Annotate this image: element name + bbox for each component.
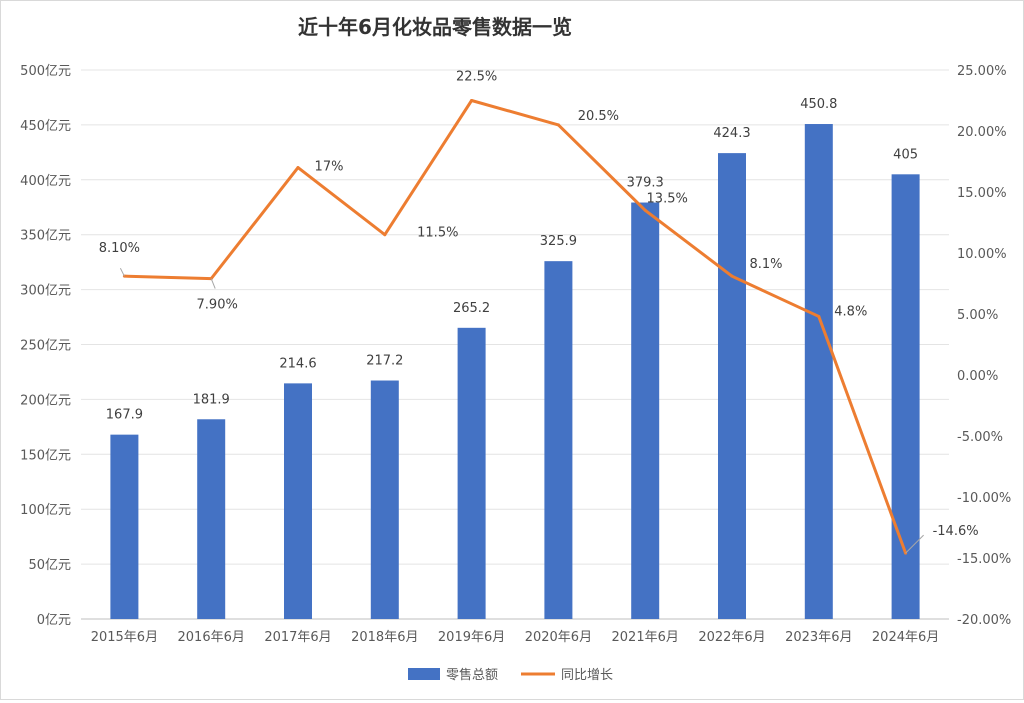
left-axis-tick: 100亿元 [20, 503, 71, 518]
right-axis-tick: -15.00% [957, 552, 1011, 567]
right-axis-tick: -20.00% [957, 613, 1011, 628]
line-label: 4.8% [834, 304, 867, 319]
bar-2020年6月 [544, 261, 573, 619]
left-axis-tick: 450亿元 [20, 119, 71, 134]
line-label: 8.1% [749, 257, 782, 272]
bar-2016年6月 [197, 419, 226, 619]
x-axis-tick: 2018年6月 [351, 630, 418, 645]
right-axis-tick: 10.00% [957, 247, 1007, 262]
bar-label: 325.9 [540, 234, 577, 249]
bar-2015年6月 [110, 434, 139, 619]
line-point [730, 274, 734, 278]
line-point [383, 233, 387, 237]
bar-label: 450.8 [800, 97, 837, 112]
x-axis-tick: 2020年6月 [525, 630, 592, 645]
x-axis-tick: 2022年6月 [698, 630, 765, 645]
bar-2019年6月 [457, 327, 486, 619]
leader-line [210, 278, 216, 289]
bar-label: 167.9 [106, 408, 143, 423]
right-axis-tick: 20.00% [957, 125, 1007, 140]
left-axis-tick: 200亿元 [20, 393, 71, 408]
line-label: -14.6% [933, 524, 979, 539]
line-point [556, 123, 560, 127]
bar-label: 181.9 [193, 392, 230, 407]
bar-label: 214.6 [279, 356, 316, 371]
line-point [470, 99, 474, 102]
bar-2023年6月 [804, 124, 833, 619]
x-axis-tick: 2024年6月 [872, 630, 939, 645]
bar-label: 424.3 [713, 126, 750, 141]
line-label: 22.5% [456, 70, 497, 85]
x-axis-tick: 2016年6月 [178, 630, 245, 645]
growth-line [124, 99, 908, 554]
left-axis-tick: 250亿元 [20, 339, 71, 354]
line-label: 20.5% [578, 109, 619, 124]
left-axis-tick: 150亿元 [20, 448, 71, 463]
x-axis-tick: 2017年6月 [264, 630, 331, 645]
x-axis-tick: 2019年6月 [438, 630, 505, 645]
bar-2024年6月 [891, 174, 920, 619]
right-axis-tick: 25.00% [957, 64, 1007, 79]
bar-2022年6月 [718, 153, 746, 620]
line-point [817, 314, 821, 318]
x-axis-tick: 2021年6月 [612, 630, 679, 645]
left-axis-tick: 300亿元 [20, 284, 71, 299]
right-axis-tick: 5.00% [957, 308, 998, 323]
leader-line [119, 267, 125, 277]
bar-label: 405 [893, 147, 918, 162]
line-point [296, 166, 300, 170]
left-axis-tick: 0亿元 [37, 613, 71, 628]
legend-label: 零售总额 [446, 667, 498, 683]
leader-line [905, 534, 924, 554]
bar-label: 379.3 [627, 176, 664, 191]
right-axis-tick: -10.00% [957, 491, 1011, 506]
line-label: 8.10% [99, 241, 140, 256]
left-axis-tick: 400亿元 [20, 174, 71, 189]
bar-label: 265.2 [453, 301, 490, 316]
bar-2018年6月 [370, 380, 399, 619]
x-axis-tick: 2023年6月 [785, 630, 852, 645]
left-axis-tick: 500亿元 [20, 64, 71, 79]
right-axis-tick: 15.00% [957, 186, 1007, 201]
x-axis-tick: 2015年6月 [91, 630, 158, 645]
bar-label: 217.2 [366, 354, 403, 369]
legend-swatch-bar [408, 668, 440, 680]
right-axis-tick: -5.00% [957, 430, 1003, 445]
legend-label: 同比增长 [561, 668, 613, 683]
left-axis-tick: 50亿元 [28, 558, 71, 573]
bar-2021年6月 [631, 202, 660, 619]
line-point [643, 208, 647, 212]
chart-title: 近十年6月化妆品零售数据一览 [298, 15, 572, 39]
line-label: 13.5% [647, 191, 688, 206]
right-axis-tick: 0.00% [957, 369, 998, 384]
line-label: 11.5% [417, 226, 458, 241]
line-label: 17% [315, 160, 344, 175]
left-axis-tick: 350亿元 [20, 229, 71, 244]
bar-2017年6月 [284, 383, 312, 619]
line-label: 7.90% [197, 298, 238, 313]
